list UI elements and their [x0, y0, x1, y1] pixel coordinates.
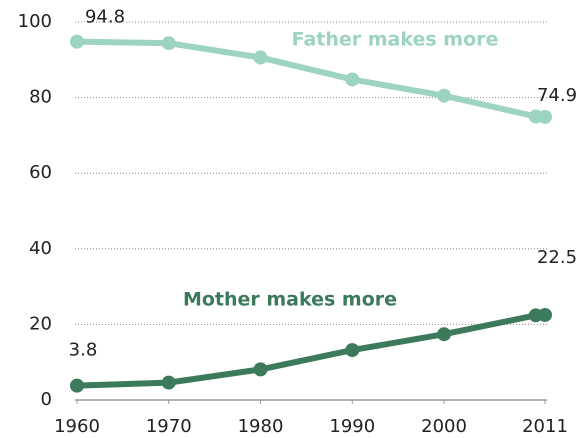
point — [161, 375, 176, 390]
x-tick-label: 1960 — [54, 416, 100, 437]
point — [70, 34, 84, 49]
series-line — [76, 38, 546, 120]
x-tick-label: 2011 — [522, 416, 568, 437]
series-line — [76, 311, 546, 389]
series-annotation: Father makes more — [292, 29, 499, 51]
y-tick-label: 0 — [41, 389, 52, 410]
point — [538, 307, 552, 322]
data-label: 3.8 — [69, 340, 98, 361]
point — [345, 72, 360, 87]
point — [70, 378, 84, 393]
x-tick-label: 1970 — [146, 416, 192, 437]
data-label: 74.9 — [537, 85, 577, 106]
x-tick-label: 2000 — [421, 416, 467, 437]
data-label: 94.8 — [85, 7, 125, 28]
y-tick-label: 40 — [29, 238, 52, 259]
point — [161, 36, 176, 51]
point — [253, 362, 268, 377]
y-tick-label: 80 — [29, 87, 52, 108]
point — [437, 327, 452, 342]
y-tick-label: 20 — [29, 313, 52, 334]
y-tick-label: 100 — [18, 11, 52, 32]
x-tick-label: 1990 — [329, 416, 375, 437]
point — [538, 109, 552, 124]
point — [345, 343, 360, 358]
data-label: 22.5 — [537, 247, 577, 268]
point — [253, 50, 268, 65]
x-tick-label: 1980 — [238, 416, 284, 437]
point — [437, 88, 452, 103]
series-annotation: Mother makes more — [183, 289, 397, 311]
y-tick-label: 60 — [29, 162, 52, 183]
